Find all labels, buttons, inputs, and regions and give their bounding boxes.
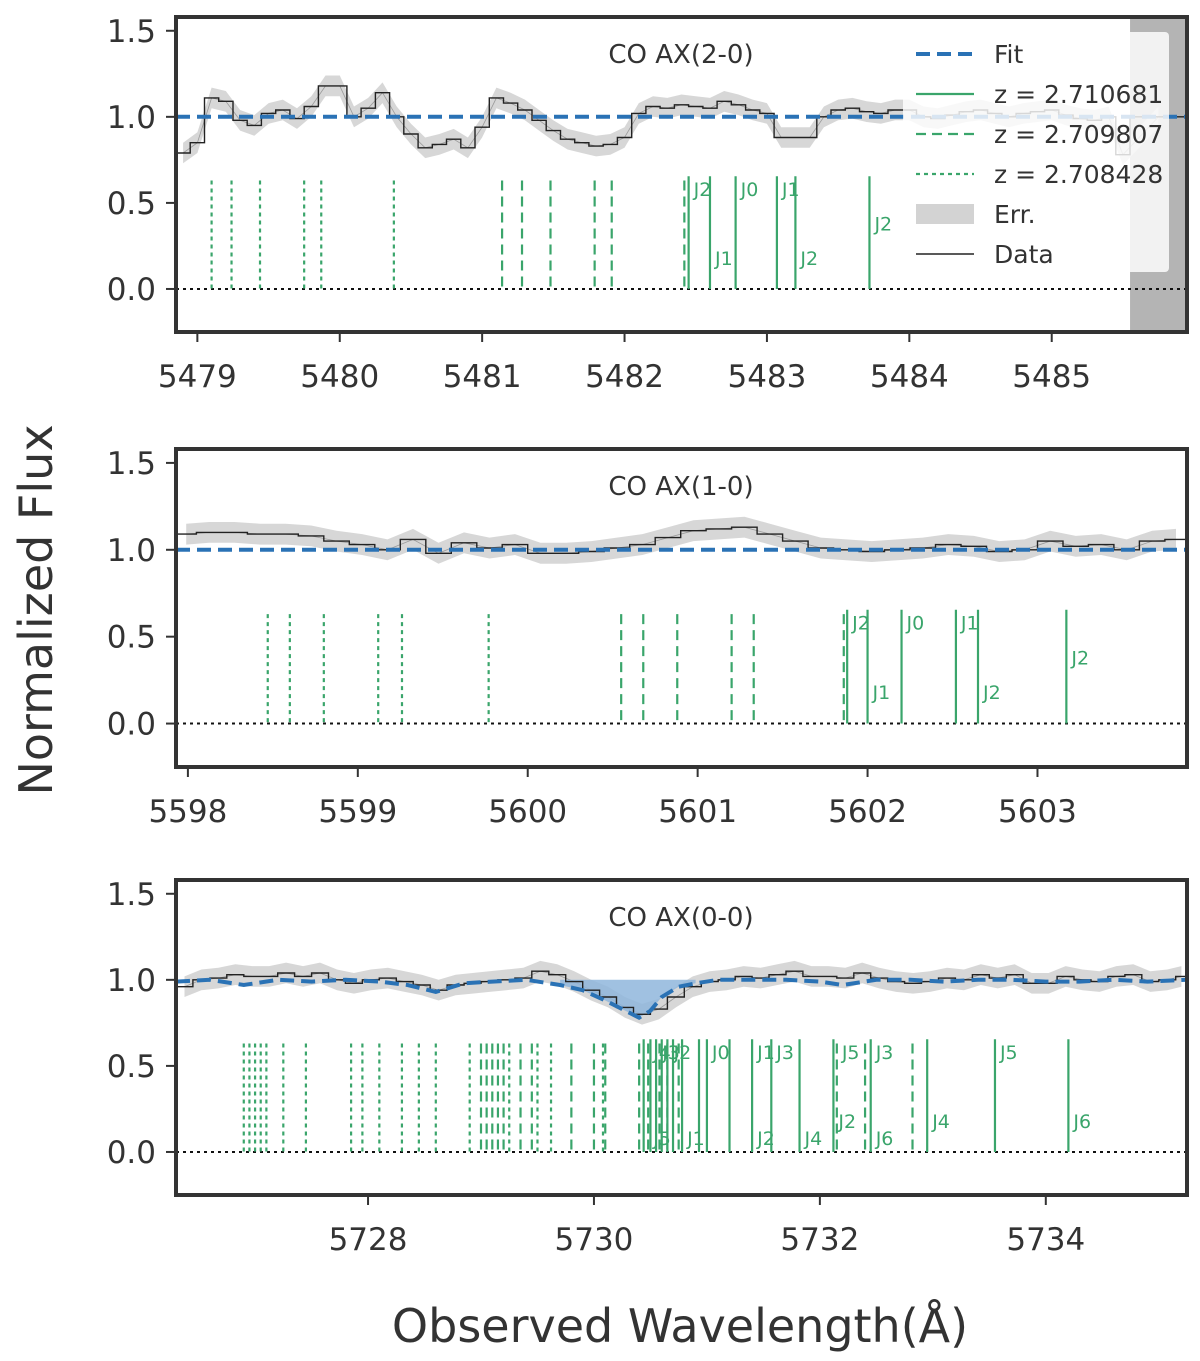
y-tick-label: 1.5 xyxy=(107,446,156,482)
legend-label: z = 2.709807 xyxy=(994,120,1163,149)
transition-label: J1 xyxy=(756,1042,775,1064)
y-tick-label: 1.0 xyxy=(107,963,156,999)
transition-label: J3 xyxy=(775,1042,794,1064)
panel-2: J2 J1 J0 J1 J2 J2 CO AX(1-0) 0.0 0.5 1.0 1.5 5598 55… xyxy=(107,446,1189,830)
error-band xyxy=(183,75,1159,165)
y-tick-label: 1.5 xyxy=(107,877,156,913)
x-tick-label: 5600 xyxy=(488,794,567,830)
x-tick-label: 5485 xyxy=(1012,359,1091,395)
error-band xyxy=(186,516,1176,564)
legend-label: Fit xyxy=(994,40,1024,69)
x-tick-label: 5601 xyxy=(658,794,737,830)
transition-label: J6 xyxy=(1072,1111,1091,1133)
transition-label: J0 xyxy=(740,179,759,201)
transition-label: J5 xyxy=(999,1042,1018,1064)
transition-label: J2 xyxy=(837,1111,856,1133)
transition-label: J3 xyxy=(661,1042,680,1064)
y-tick-label: 0.5 xyxy=(107,186,156,222)
legend-label: Data xyxy=(994,240,1054,269)
x-tick-label: 5481 xyxy=(443,359,522,395)
x-tick-label: 5599 xyxy=(318,794,397,830)
transition-label: J2 xyxy=(693,179,712,201)
transition-label: J2 xyxy=(1070,647,1089,669)
x-tick-label: 5728 xyxy=(329,1222,408,1258)
legend-label: z = 2.708428 xyxy=(994,160,1163,189)
legend-label: Err. xyxy=(994,200,1036,229)
transition-label: J4 xyxy=(804,1128,823,1150)
transition-label: J2 xyxy=(673,1042,692,1064)
transition-label: J5 xyxy=(841,1042,860,1064)
legend-box xyxy=(903,32,1169,272)
y-tick-label: 1.0 xyxy=(107,100,156,136)
transition-label: J1 xyxy=(960,613,979,635)
x-tick-label: 5483 xyxy=(727,359,806,395)
panels: J2 J1 J0 J1 J2 J2 CO AX(2-0) 0.0 0.5 1.0 1.5 5479 54… xyxy=(107,14,1189,1258)
legend: Fit z = 2.710681 z = 2.709807 z = 2.708428 E… xyxy=(903,32,1169,272)
y-tick-label: 1.5 xyxy=(107,14,156,50)
transition-label: J2 xyxy=(873,213,892,235)
y-tick-label: 0.5 xyxy=(107,620,156,656)
x-tick-label: 5484 xyxy=(870,359,949,395)
plot-area: J2 J1 J0 J1 J2 J2 xyxy=(176,516,1187,725)
y-tick-label: 0.0 xyxy=(107,707,156,743)
x-tick-label: 5734 xyxy=(1006,1222,1085,1258)
panel-1: J2 J1 J0 J1 J2 J2 CO AX(2-0) 0.0 0.5 1.0 1.5 5479 54… xyxy=(107,14,1189,395)
transition-label: J1 xyxy=(872,682,891,704)
transition-label: J2 xyxy=(756,1128,775,1150)
absorption-fill xyxy=(560,979,696,1018)
transition-label: J4 xyxy=(652,1042,671,1064)
legend-label: z = 2.710681 xyxy=(994,80,1163,109)
x-tick-label: 5479 xyxy=(158,359,237,395)
transition-label: J0 xyxy=(906,613,925,635)
y-tick-label: 0.5 xyxy=(107,1049,156,1085)
plot-frame xyxy=(174,447,1189,769)
transition-label: J5 xyxy=(652,1128,671,1150)
fit-line xyxy=(176,977,1187,1020)
y-tick-label: 0.0 xyxy=(107,272,156,308)
transition-label: J3 xyxy=(875,1042,894,1064)
x-tick-label: 5482 xyxy=(585,359,664,395)
x-axis-label: Observed Wavelength(Å) xyxy=(392,1299,968,1353)
x-tick-label: 5602 xyxy=(828,794,907,830)
data-step-line xyxy=(176,970,1187,1015)
x-tick-label: 5603 xyxy=(998,794,1077,830)
plot-frame xyxy=(174,878,1189,1197)
x-tick-label: 5598 xyxy=(148,794,227,830)
transition-label: J1 xyxy=(686,1128,705,1150)
transition-label: J1 xyxy=(781,179,800,201)
transition-label: J6 xyxy=(875,1128,894,1150)
plot-frame xyxy=(174,15,1189,334)
legend-swatch xyxy=(916,204,974,224)
x-tick-label: 5730 xyxy=(555,1222,634,1258)
transition-label: J2 xyxy=(851,613,870,635)
x-tick-label: 5732 xyxy=(780,1222,859,1258)
transition-label: J2 xyxy=(799,248,818,270)
x-tick-label: 5480 xyxy=(300,359,379,395)
transition-label: J0 xyxy=(711,1042,730,1064)
transition-label: J2 xyxy=(982,682,1001,704)
y-axis-label: Normalized Flux xyxy=(9,424,63,795)
y-tick-label: 0.0 xyxy=(107,1135,156,1171)
panel-title: CO AX(1-0) xyxy=(608,472,753,502)
transition-label: J4 xyxy=(931,1111,950,1133)
transition-label: J1 xyxy=(714,248,733,270)
y-tick-label: 1.0 xyxy=(107,533,156,569)
panel-title: CO AX(2-0) xyxy=(608,40,753,70)
panel-title: CO AX(0-0) xyxy=(608,903,753,933)
